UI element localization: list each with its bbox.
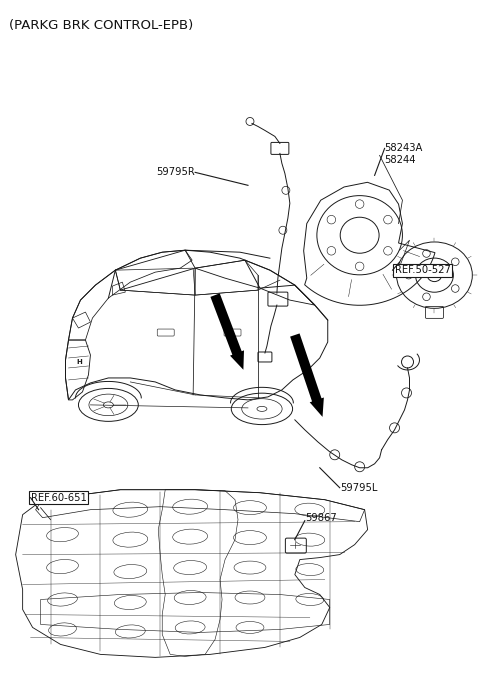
FancyArrow shape [290,333,324,417]
FancyArrow shape [210,294,244,370]
Text: H: H [77,359,83,365]
Text: 58243A: 58243A [384,143,423,153]
Text: 58244: 58244 [384,155,416,166]
Text: REF.50-527: REF.50-527 [395,265,450,275]
Ellipse shape [103,402,113,408]
Text: 59795R: 59795R [156,167,195,178]
Text: 59867: 59867 [305,512,336,523]
Text: 59795L: 59795L [340,483,377,493]
Text: REF.60-651: REF.60-651 [31,493,86,503]
Text: (PARKG BRK CONTROL-EPB): (PARKG BRK CONTROL-EPB) [9,19,193,31]
Ellipse shape [257,406,267,412]
